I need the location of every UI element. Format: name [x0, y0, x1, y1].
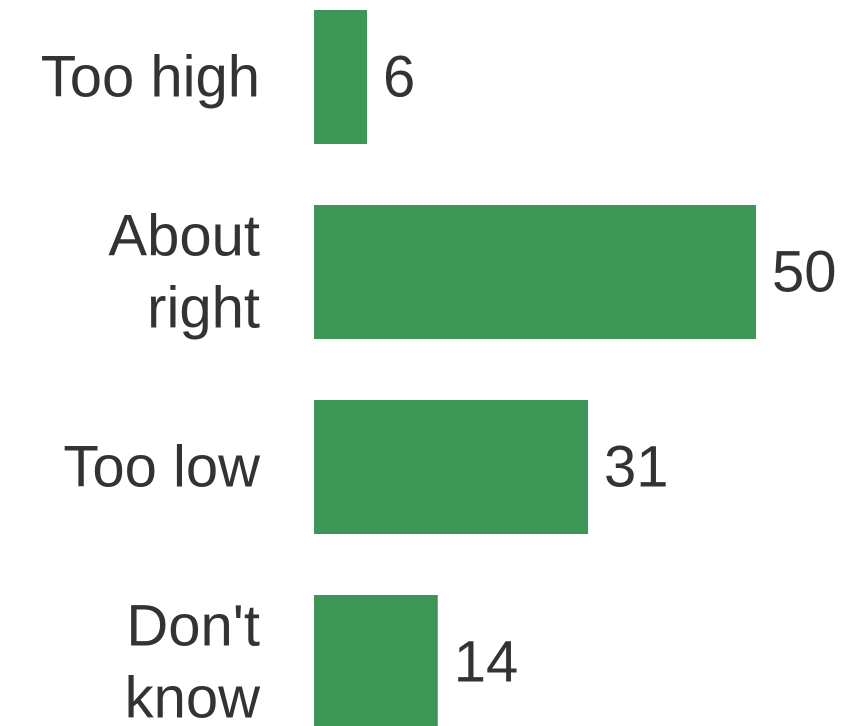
category-label-3-line-0: Don't — [126, 594, 260, 659]
bar-0 — [314, 10, 368, 144]
category-label-1: About right — [108, 204, 260, 341]
bar-3 — [314, 595, 438, 726]
category-label-0-line-0: Too high — [41, 45, 260, 110]
category-label-0: Too high — [41, 45, 260, 110]
value-label-0: 6 — [383, 45, 415, 110]
category-label-2: Too low — [63, 435, 261, 500]
category-label-2-line-0: Too low — [63, 435, 261, 500]
value-label-1: 50 — [772, 240, 837, 305]
value-labels-layer: 6 50 31 14 — [383, 45, 836, 695]
value-label-2: 31 — [604, 435, 669, 500]
bars-layer — [314, 10, 756, 726]
category-label-3: Don't know — [125, 594, 262, 726]
value-label-3: 14 — [454, 630, 519, 695]
category-label-1-line-1: right — [147, 276, 260, 341]
category-label-3-line-1: know — [125, 666, 262, 726]
category-labels-layer: Too high About right Too low Don't know — [41, 45, 261, 726]
category-label-1-line-0: About — [108, 204, 260, 269]
bar-2 — [314, 400, 589, 534]
bar-1 — [314, 205, 756, 339]
